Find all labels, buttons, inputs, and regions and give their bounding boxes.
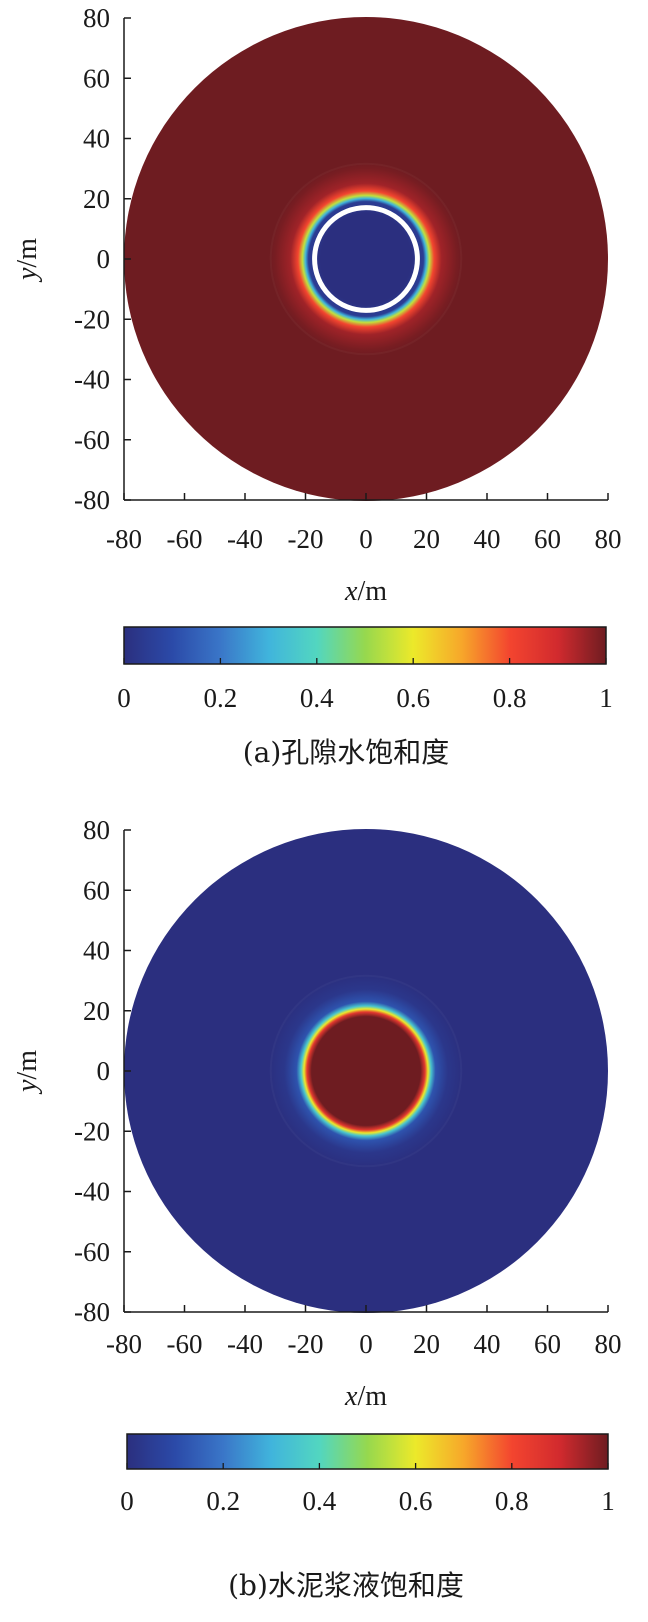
x-tick-label: 20 — [413, 524, 440, 554]
y-axis-unit: /m — [12, 1050, 43, 1080]
y-tick-label: 80 — [83, 3, 110, 33]
x-tick-label: -60 — [167, 1329, 203, 1359]
colorbar-tick-label: 0.8 — [493, 683, 527, 713]
y-tick-label: 20 — [83, 184, 110, 214]
x-tick-label: -80 — [106, 524, 142, 554]
y-tick-label: -60 — [74, 425, 110, 455]
field-disk-a — [124, 17, 608, 501]
y-tick-label: 60 — [83, 875, 110, 905]
x-axis-var: x — [344, 1381, 358, 1412]
x-axis-var: x — [344, 576, 358, 607]
y-tick-label: -20 — [74, 304, 110, 334]
colorbar-tick-label: 0 — [120, 1486, 134, 1516]
x-axis-label: x/m — [344, 576, 387, 607]
colorbar-tick-label: 0.2 — [204, 683, 238, 713]
y-tick-label: -80 — [74, 485, 110, 515]
colorbar-b — [126, 1433, 609, 1470]
colorbar-tick-label: 0.6 — [396, 683, 430, 713]
x-tick-label: -60 — [167, 524, 203, 554]
y-tick-label: -20 — [74, 1116, 110, 1146]
x-tick-label: 0 — [359, 524, 373, 554]
y-tick-label: 80 — [83, 815, 110, 845]
x-tick-label: 20 — [413, 1329, 440, 1359]
panel-caption-b: (b)水泥浆液饱和度 — [228, 1569, 464, 1602]
field-disk-b — [124, 829, 608, 1313]
y-tick-label: 20 — [83, 996, 110, 1026]
y-tick-label: -40 — [74, 365, 110, 395]
x-tick-label: -20 — [288, 1329, 324, 1359]
panel-caption-a: (a)孔隙水饱和度 — [243, 736, 450, 769]
colorbar-tick-label: 0 — [117, 683, 131, 713]
x-tick-label: 40 — [474, 1329, 501, 1359]
colorbar-tick-label: 0.6 — [399, 1486, 433, 1516]
x-tick-label: 60 — [534, 1329, 561, 1359]
colorbar-tick-label: 0.4 — [300, 683, 334, 713]
y-tick-label: -60 — [74, 1237, 110, 1267]
x-tick-label: 60 — [534, 524, 561, 554]
colorbar-tick-label: 1 — [599, 683, 613, 713]
y-axis-label: y/m — [12, 1050, 43, 1095]
y-axis-var: y — [12, 267, 43, 283]
colorbar-a — [123, 626, 607, 665]
y-tick-label: 0 — [97, 1056, 111, 1086]
y-tick-label: -40 — [74, 1177, 110, 1207]
x-tick-label: 0 — [359, 1329, 373, 1359]
y-axis-var: y — [12, 1079, 43, 1095]
x-tick-label: -20 — [288, 524, 324, 554]
y-tick-label: 40 — [83, 936, 110, 966]
x-tick-label: 40 — [474, 524, 501, 554]
colorbar-tick-label: 0.8 — [495, 1486, 529, 1516]
ring-gap-a — [312, 205, 420, 313]
y-tick-label: 60 — [83, 63, 110, 93]
x-tick-label: 80 — [595, 1329, 622, 1359]
x-axis-label: x/m — [344, 1381, 387, 1412]
x-tick-label: -80 — [106, 1329, 142, 1359]
y-axis-label: y/m — [12, 238, 43, 283]
y-tick-label: 40 — [83, 124, 110, 154]
y-tick-label: -80 — [74, 1297, 110, 1327]
colorbar-tick-label: 1 — [601, 1486, 615, 1516]
y-axis-unit: /m — [12, 238, 43, 268]
x-tick-label: 80 — [595, 524, 622, 554]
colorbar-tick-label: 0.4 — [303, 1486, 337, 1516]
x-tick-label: -40 — [227, 524, 263, 554]
colorbar-tick-label: 0.2 — [206, 1486, 240, 1516]
x-tick-label: -40 — [227, 1329, 263, 1359]
y-tick-label: 0 — [97, 244, 111, 274]
x-axis-unit: /m — [357, 576, 387, 607]
x-axis-unit: /m — [357, 1381, 387, 1412]
